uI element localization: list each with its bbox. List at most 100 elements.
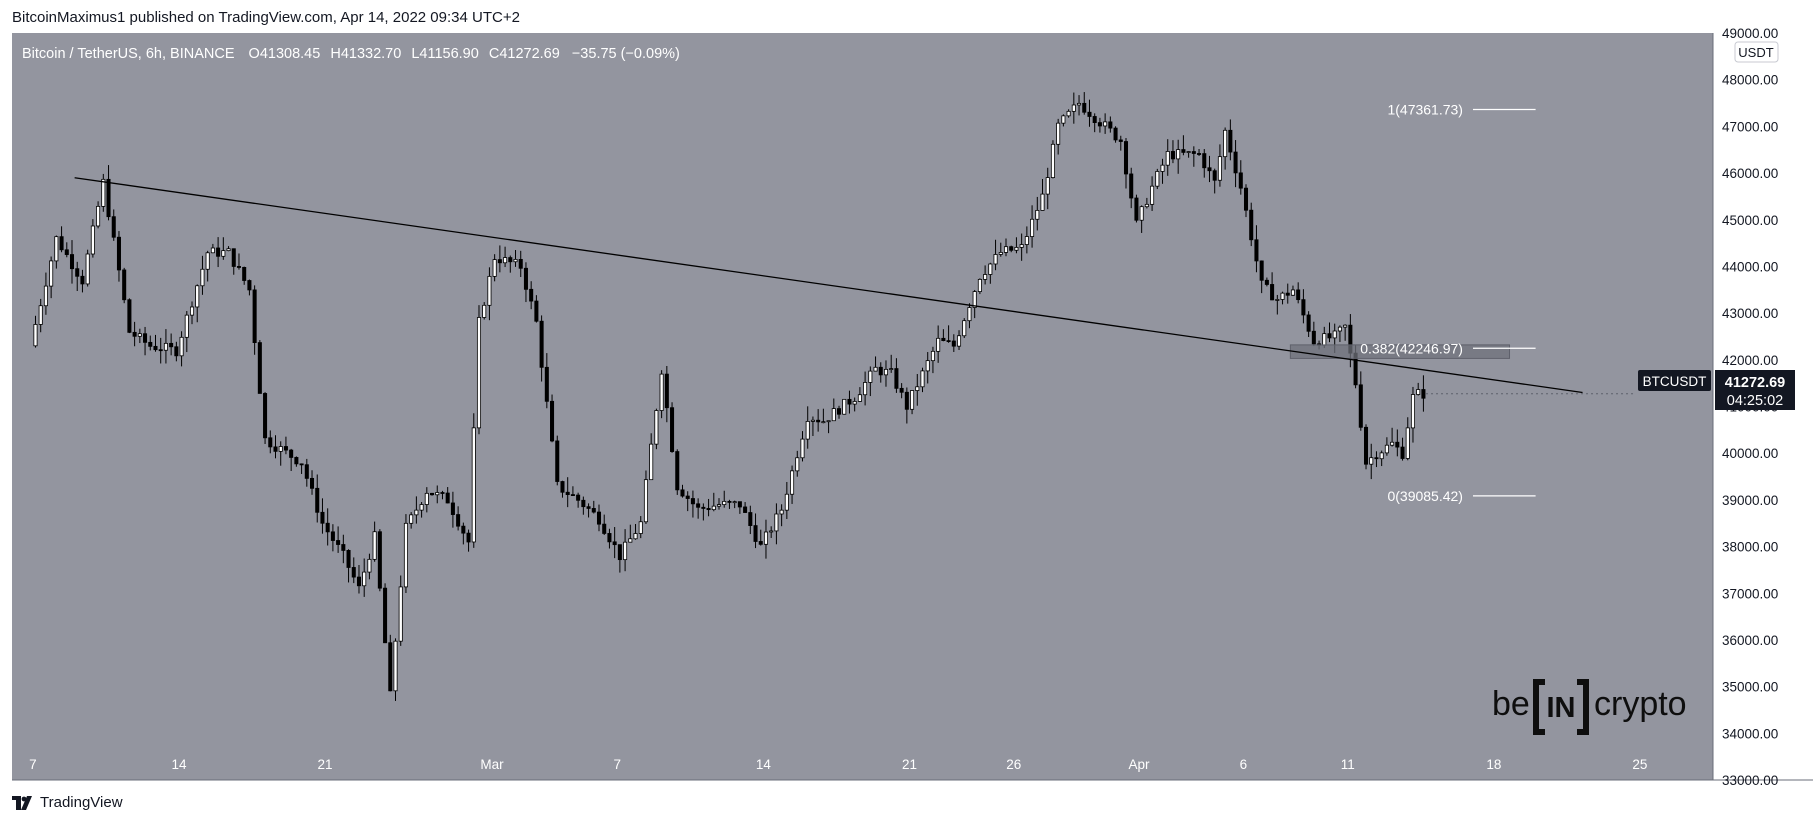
candle	[847, 390, 852, 414]
candle	[1311, 321, 1316, 347]
symbol-tag-label: BTCUSDT	[1643, 374, 1707, 389]
candle	[737, 501, 742, 514]
footer-brand: TradingView	[40, 794, 123, 811]
candle	[753, 513, 758, 549]
candle	[591, 500, 596, 514]
candle	[1066, 109, 1071, 118]
candle	[1301, 289, 1306, 324]
candle	[54, 235, 59, 269]
candle	[696, 498, 701, 519]
candle	[1134, 194, 1139, 223]
candle	[1384, 437, 1389, 456]
candle	[654, 408, 659, 450]
candle	[763, 519, 768, 559]
candle	[930, 346, 935, 374]
candle	[351, 557, 356, 584]
candle	[106, 165, 111, 221]
candle	[910, 390, 915, 415]
candle	[1202, 149, 1207, 178]
candle	[716, 498, 722, 510]
candle	[90, 219, 95, 258]
candle	[372, 521, 377, 562]
candle	[403, 514, 408, 593]
candle	[1108, 116, 1113, 133]
last-price-value: 41272.69	[1725, 375, 1785, 391]
candle	[1327, 322, 1332, 343]
candle	[346, 549, 351, 583]
candle	[1212, 168, 1217, 194]
candle	[132, 321, 137, 347]
watermark-be: be	[1492, 685, 1530, 723]
candle	[904, 387, 909, 424]
candle	[1019, 233, 1024, 261]
candle	[1363, 424, 1369, 470]
candle	[205, 250, 210, 282]
price-series	[33, 92, 1426, 701]
price-tick-label: 48000.00	[1722, 73, 1778, 88]
time-tick-label: 14	[756, 757, 772, 772]
candle	[482, 302, 487, 320]
candle	[1061, 114, 1066, 127]
legend-change: −35.75 (−0.09%)	[572, 46, 680, 62]
watermark-bracket-left	[1533, 679, 1545, 735]
plot-area[interactable]	[12, 33, 1713, 780]
candle	[852, 397, 857, 412]
time-axis[interactable]: 7 14 21 Mar 7 14 21 26 Apr 6 11 18 25	[29, 757, 1647, 772]
candle	[643, 470, 648, 524]
candle	[612, 527, 617, 559]
support-zone[interactable]	[1289, 344, 1511, 359]
candle	[299, 463, 304, 474]
candle	[377, 529, 382, 592]
candle	[38, 298, 43, 333]
candle	[289, 448, 294, 472]
candle	[273, 435, 278, 459]
candle	[1003, 238, 1009, 257]
candle	[330, 524, 335, 552]
tradingview-logo-icon	[12, 795, 32, 810]
candle	[492, 254, 497, 282]
candle	[842, 398, 847, 415]
candle	[1050, 140, 1055, 179]
candle	[1259, 260, 1264, 294]
candle	[810, 416, 815, 437]
candle	[523, 262, 528, 303]
watermark-bracket-right	[1577, 679, 1589, 735]
candle	[878, 362, 883, 383]
candle	[1197, 148, 1202, 157]
candle	[513, 250, 518, 267]
candle	[602, 514, 607, 535]
candle	[873, 356, 878, 372]
candle	[983, 265, 988, 285]
candle	[628, 524, 633, 543]
candle	[476, 305, 482, 435]
candle	[1160, 158, 1165, 184]
candle	[341, 534, 346, 564]
candle	[972, 289, 977, 319]
descending-trendline[interactable]	[74, 177, 1583, 394]
price-axis[interactable]: 49000.00 48000.00 47000.00 46000.00 45000.00…	[1722, 26, 1778, 788]
candle	[1129, 167, 1134, 209]
beincrypto-watermark: be IN crypto	[1492, 679, 1687, 735]
candle	[336, 526, 341, 553]
candle	[1343, 324, 1348, 341]
candle	[1071, 92, 1076, 124]
currency-badge[interactable]	[1734, 41, 1779, 63]
candle	[1045, 167, 1050, 210]
candle	[821, 408, 826, 424]
candle	[649, 433, 654, 481]
candle	[977, 278, 982, 295]
candle	[518, 250, 523, 278]
time-tick-label: 25	[1632, 757, 1647, 772]
time-tick-label: 21	[902, 757, 917, 772]
price-tick-label: 40000.00	[1722, 446, 1778, 461]
legend-high-value: 41332.70	[341, 46, 401, 62]
candle	[179, 331, 184, 367]
price-tick-label: 36000.00	[1722, 633, 1778, 648]
candle	[576, 492, 581, 508]
candle	[69, 240, 75, 284]
candle	[800, 431, 805, 462]
candle	[158, 337, 163, 364]
candle	[633, 524, 638, 540]
candle	[1275, 294, 1280, 315]
